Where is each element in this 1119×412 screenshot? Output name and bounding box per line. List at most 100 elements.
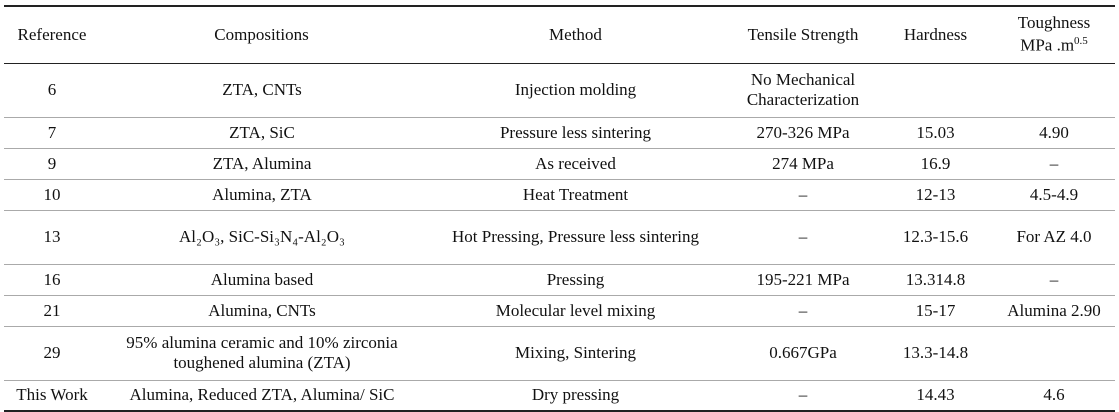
cell-text: Hot Pressing, Pressure less sintering xyxy=(452,227,699,246)
cell-text: 195-221 MPa xyxy=(756,269,850,289)
cell-text: 274 MPa xyxy=(772,153,834,173)
table-row: 21 Alumina, CNTs Molecular level mixing – 15… xyxy=(4,295,1115,326)
table-cell: ZTA, Alumina xyxy=(100,148,423,179)
table-row: This Work Alumina, Reduced ZTA, Alumina/ … xyxy=(4,380,1115,411)
table-row: 16 Alumina based Pressing 195-221 MPa 13.314… xyxy=(4,264,1115,295)
cell-text: 12-13 xyxy=(915,184,956,204)
cell-text: ZTA, Alumina xyxy=(212,153,312,173)
cell-text: Alumina, Reduced ZTA, Alumina/ SiC xyxy=(129,385,395,405)
table-cell: 195-221 MPa xyxy=(728,264,878,295)
table-cell: This Work xyxy=(4,380,100,411)
cell-text: 4.90 xyxy=(1039,122,1069,142)
cell-text: For AZ 4.0 xyxy=(1016,227,1092,246)
cell-text: 4.6 xyxy=(1043,385,1065,405)
table-row: 10 Alumina, ZTA Heat Treatment – 12-13 4.5-4.… xyxy=(4,179,1115,210)
table-cell: 4.90 xyxy=(993,117,1115,148)
cell-text: 95% alumina ceramic and 10% zirconia tou… xyxy=(126,333,398,372)
table-cell: 6 xyxy=(4,63,100,117)
cell-text: Pressing xyxy=(546,269,605,289)
header-cell: Method xyxy=(549,24,602,44)
table-cell: Al₂O₃, SiC-Si₃N₄-Al₂O₃ xyxy=(100,210,423,264)
table-row: 9 ZTA, Alumina As received 274 MPa 16.9 – xyxy=(4,148,1115,179)
cell-text: Dry pressing xyxy=(531,385,620,405)
table-row: 13 Al₂O₃, SiC-Si₃N₄-Al₂O₃ Hot Pressing, Pr… xyxy=(4,210,1115,264)
cell-text: Heat Treatment xyxy=(522,184,629,204)
cell-text: 6 xyxy=(47,80,57,99)
cell-text: 0.667GPa xyxy=(769,343,837,362)
cell-text: 21 xyxy=(43,300,61,320)
cell-text: 4.5-4.9 xyxy=(1029,184,1079,204)
table-cell: 15.03 xyxy=(878,117,993,148)
cell-text: 13.314.8 xyxy=(905,269,966,289)
table-cell: 15-17 xyxy=(878,295,993,326)
table-cell: 4.5-4.9 xyxy=(993,179,1115,210)
table-cell: 13.314.8 xyxy=(878,264,993,295)
table-cell: Molecular level mixing xyxy=(423,295,728,326)
header-cell: Tensile Strength xyxy=(747,24,859,44)
table-row: 29 95% alumina ceramic and 10% zirconia t… xyxy=(4,326,1115,380)
cell-text: 15.03 xyxy=(916,122,955,142)
header-cell: Toughness MPa .m0.5 xyxy=(993,6,1115,63)
cell-text: 13.3-14.8 xyxy=(902,343,969,362)
header-superscript: 0.5 xyxy=(1074,35,1088,48)
cell-text: As received xyxy=(535,153,616,173)
table-cell: 9 xyxy=(4,148,100,179)
table-cell: For AZ 4.0 xyxy=(993,210,1115,264)
cell-text: Alumina 2.90 xyxy=(1007,300,1101,320)
table-cell: Alumina based xyxy=(100,264,423,295)
table-cell: 16 xyxy=(4,264,100,295)
cell-text: – xyxy=(1049,153,1059,173)
cell-text: 9 xyxy=(47,153,57,173)
table-cell: 16.9 xyxy=(878,148,993,179)
table-cell: – xyxy=(993,264,1115,295)
cell-text: – xyxy=(1049,269,1059,289)
table-cell: 274 MPa xyxy=(728,148,878,179)
table-cell: – xyxy=(728,179,878,210)
table-cell: 12-13 xyxy=(878,179,993,210)
table-cell: Alumina 2.90 xyxy=(993,295,1115,326)
table-cell: No Mechanical Characterization xyxy=(728,63,878,117)
table-cell: – xyxy=(993,148,1115,179)
table-cell: Mixing, Sintering xyxy=(423,326,728,380)
cell-text: Alumina based xyxy=(210,269,314,289)
table-cell xyxy=(878,63,993,117)
table-cell: 21 xyxy=(4,295,100,326)
cell-text: ZTA, SiC xyxy=(229,122,295,142)
cell-text: Injection molding xyxy=(514,80,637,99)
cell-text: Alumina, ZTA xyxy=(212,184,312,204)
table-cell: – xyxy=(728,380,878,411)
table-cell: 12.3-15.6 xyxy=(878,210,993,264)
cell-text: 16.9 xyxy=(920,153,951,173)
table-cell: Alumina, ZTA xyxy=(100,179,423,210)
table-cell: 270-326 MPa xyxy=(728,117,878,148)
table-cell: – xyxy=(728,210,878,264)
header-cell: Hardness xyxy=(903,24,968,44)
table-header: Reference Compositions Method Tensile Stren… xyxy=(4,6,1115,63)
table-cell: Alumina, Reduced ZTA, Alumina/ SiC xyxy=(100,380,423,411)
cell-text: 7 xyxy=(47,122,57,142)
cell-text: 10 xyxy=(43,184,61,204)
table-cell: 14.43 xyxy=(878,380,993,411)
cell-text: 13 xyxy=(43,227,61,246)
table-cell: Injection molding xyxy=(423,63,728,117)
cell-text: Alumina, CNTs xyxy=(208,300,316,320)
table-cell: 29 xyxy=(4,326,100,380)
table-cell: Alumina, CNTs xyxy=(100,295,423,326)
cell-text: Al₂O₃, SiC-Si₃N₄-Al₂O₃ xyxy=(179,227,345,246)
table-cell: 95% alumina ceramic and 10% zirconia tou… xyxy=(100,326,423,380)
table-cell: 0.667GPa xyxy=(728,326,878,380)
table-body: 6 ZTA, CNTs Injection molding No Mechanical… xyxy=(4,63,1115,411)
cell-text: 270-326 MPa xyxy=(756,122,850,142)
table-cell: 7 xyxy=(4,117,100,148)
table-cell xyxy=(993,63,1115,117)
table-cell: Pressure less sintering xyxy=(423,117,728,148)
cell-text: 16 xyxy=(43,269,61,289)
header-row: Reference Compositions Method Tensile Stren… xyxy=(4,6,1115,63)
table-cell: Dry pressing xyxy=(423,380,728,411)
cell-text: Molecular level mixing xyxy=(495,300,656,320)
cell-text: 29 xyxy=(43,343,61,362)
table-row: 7 ZTA, SiC Pressure less sintering 270-326 … xyxy=(4,117,1115,148)
cell-text: 12.3-15.6 xyxy=(902,227,969,246)
cell-text: 14.43 xyxy=(916,385,955,405)
